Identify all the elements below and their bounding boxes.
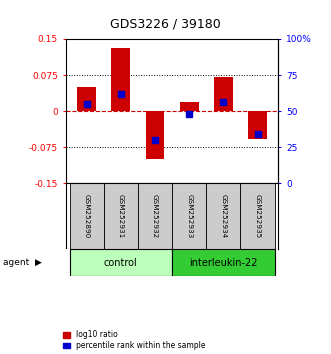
FancyBboxPatch shape (240, 183, 275, 249)
Bar (214, 78, 233, 111)
FancyBboxPatch shape (104, 183, 138, 249)
FancyBboxPatch shape (70, 249, 172, 276)
Text: interleukin-22: interleukin-22 (189, 258, 258, 268)
FancyBboxPatch shape (172, 249, 275, 276)
Bar (77, 87, 96, 111)
Text: GSM252932: GSM252932 (152, 194, 158, 239)
FancyBboxPatch shape (172, 183, 206, 249)
Legend: log10 ratio, percentile rank within the sample: log10 ratio, percentile rank within the … (64, 330, 205, 350)
Text: GSM252935: GSM252935 (255, 194, 260, 239)
Bar (112, 47, 130, 111)
FancyBboxPatch shape (138, 183, 172, 249)
Text: GSM252931: GSM252931 (118, 194, 124, 239)
Text: GSM252933: GSM252933 (186, 194, 192, 239)
Text: GDS3226 / 39180: GDS3226 / 39180 (110, 17, 221, 30)
Text: GSM252890: GSM252890 (84, 194, 90, 239)
FancyBboxPatch shape (70, 183, 104, 249)
Bar (146, 111, 165, 159)
Text: GSM252934: GSM252934 (220, 194, 226, 239)
Text: control: control (104, 258, 138, 268)
FancyBboxPatch shape (206, 183, 240, 249)
Bar (180, 102, 199, 111)
Text: agent  ▶: agent ▶ (3, 258, 42, 267)
Bar (248, 111, 267, 139)
